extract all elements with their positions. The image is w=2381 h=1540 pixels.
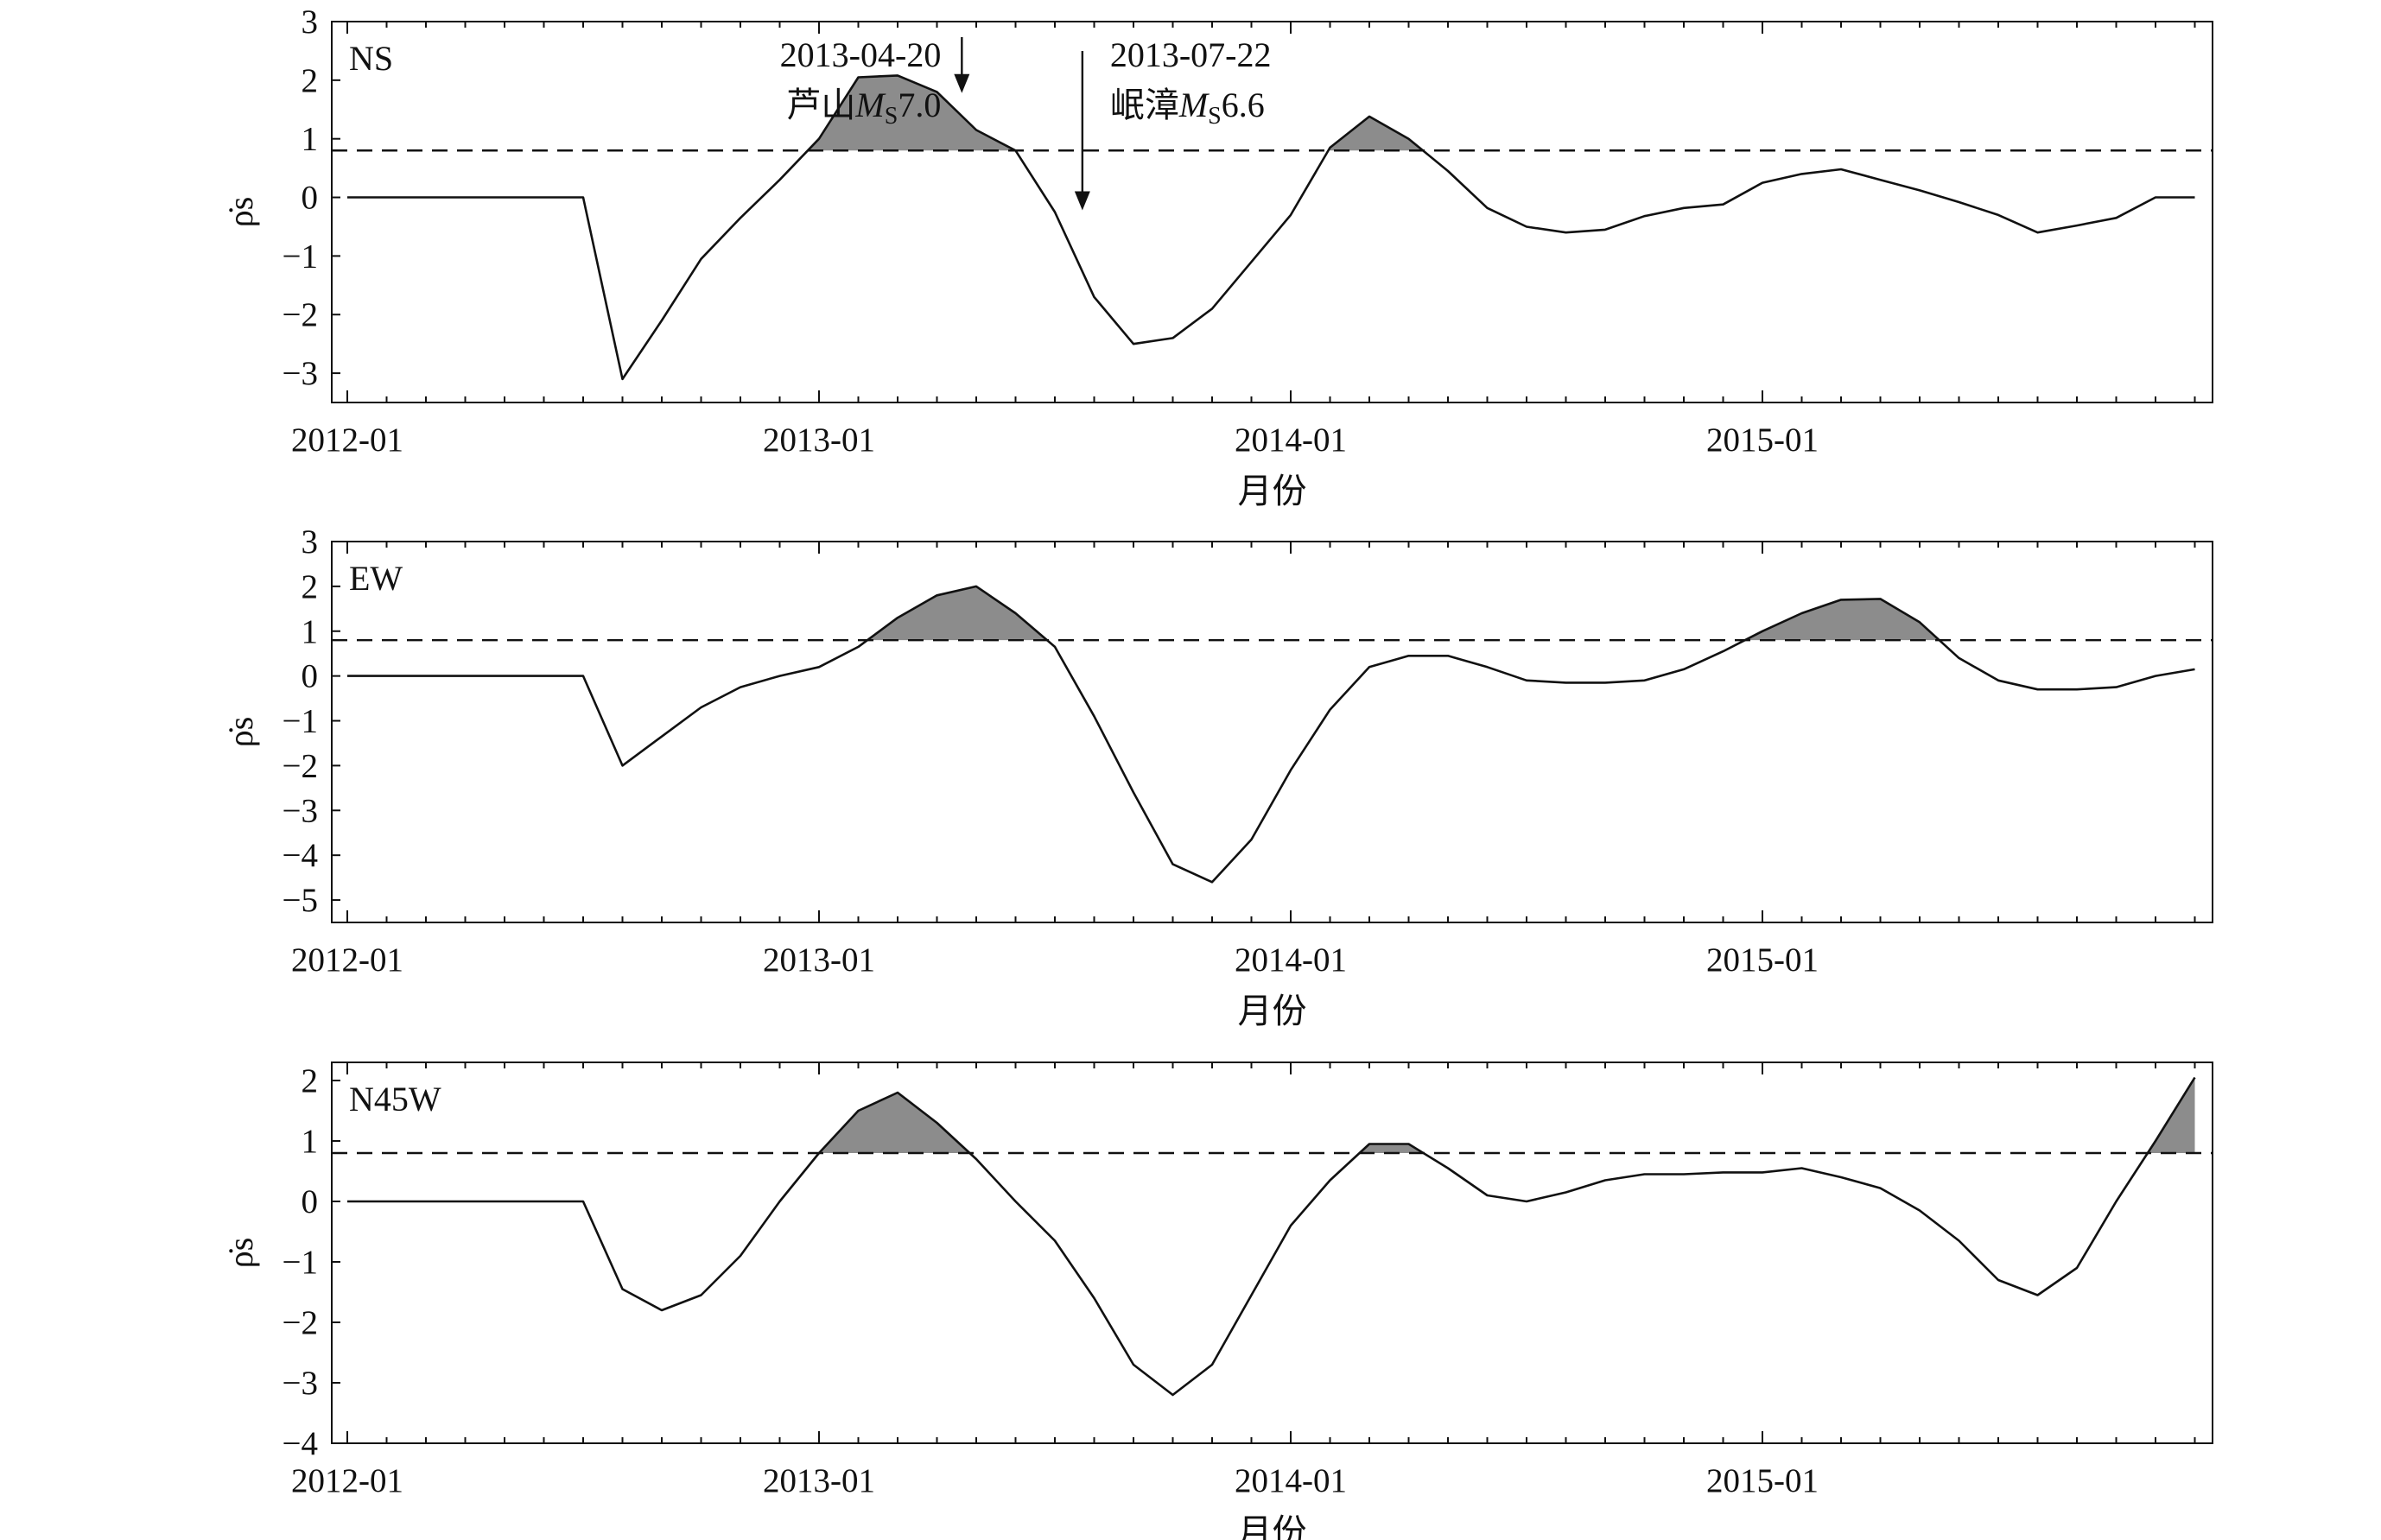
fill-above-threshold [1359, 1144, 1424, 1153]
y-tick-label: 0 [302, 180, 319, 217]
fill-above-threshold [808, 75, 1016, 151]
annotation-event: 芦山MS7.0 [786, 86, 941, 130]
y-tick-label: 0 [302, 658, 319, 695]
magnitude-value: 6.6 [1222, 86, 1265, 124]
x-tick-label: 2013-01 [763, 421, 875, 459]
x-tick-label: 2012-01 [291, 941, 403, 979]
fill-above-threshold [1744, 599, 1940, 641]
fill-above-threshold [867, 586, 1047, 641]
magnitude-subscript: S [1208, 103, 1222, 130]
y-tick-label: −4 [283, 1425, 319, 1462]
arrowhead-icon [954, 73, 970, 93]
y-tick-label: 3 [302, 3, 319, 41]
y-tick-label: 1 [302, 121, 319, 158]
y-tick-label: −2 [283, 296, 319, 333]
y-axis-title: ρ̇s [221, 717, 260, 748]
x-axis-title: 月份 [1238, 992, 1307, 1031]
x-axis-title: 月份 [1238, 1512, 1307, 1540]
panel-label: NS [349, 39, 393, 78]
y-axis-title: ρ̇s [221, 1238, 260, 1269]
magnitude-symbol: M [1178, 86, 1210, 124]
fill-above-threshold [2147, 1077, 2195, 1153]
earthquake-annotation: 2013-04-20 芦山MS7.0 [780, 35, 970, 130]
y-tick-label: 2 [302, 568, 319, 605]
x-axis-title: 月份 [1238, 472, 1307, 511]
y-tick-label: 2 [302, 62, 319, 99]
series-line [347, 585, 2195, 884]
y-tick-label: −1 [283, 1244, 319, 1281]
y-tick-label: −3 [283, 792, 319, 829]
y-tick-label: −1 [283, 238, 319, 275]
x-tick-label: 2013-01 [763, 941, 875, 979]
y-tick-label: −1 [283, 703, 319, 740]
series-line [347, 74, 2195, 381]
y-tick-label: −3 [283, 355, 319, 392]
annotation-date: 2013-07-22 [1110, 35, 1272, 74]
series-line [347, 1076, 2196, 1397]
y-tick-label: 1 [302, 1123, 319, 1160]
y-tick-label: −2 [283, 1304, 319, 1341]
annotation-place: 芦山 [786, 86, 855, 124]
annotation-date: 2013-04-20 [780, 35, 942, 74]
annotation-event: 岷漳MS6.6 [1110, 86, 1265, 130]
panel-ns: −3 −2 −1 0 1 2 3 2012-01 2013-01 2014-01 2015-01 月份… [221, 3, 2213, 511]
magnitude-subscript: S [885, 103, 898, 130]
x-tick-label: 2014-01 [1235, 941, 1347, 979]
panel-n45w: −4 −3 −2 −1 0 1 2 2012-01 2013-01 2014-01 2015-01 月… [221, 1062, 2213, 1540]
x-tick-label: 2015-01 [1706, 1462, 1819, 1499]
arrowhead-icon [1074, 191, 1090, 211]
y-tick-label: −3 [283, 1365, 319, 1402]
x-tick-label: 2014-01 [1235, 421, 1347, 459]
fill-above-threshold [819, 1093, 970, 1153]
x-tick-label: 2012-01 [291, 1462, 403, 1499]
panel-label: N45W [349, 1080, 441, 1119]
x-tick-label: 2012-01 [291, 421, 403, 459]
x-tick-label: 2014-01 [1235, 1462, 1347, 1499]
earthquake-annotation: 2013-07-22 岷漳MS6.6 [1074, 35, 1272, 211]
magnitude-symbol: M [854, 86, 886, 124]
y-tick-label: 1 [302, 613, 319, 650]
y-tick-label: −4 [283, 837, 319, 874]
plot-frame [331, 21, 2213, 403]
y-tick-label: 2 [302, 1062, 319, 1100]
y-axis-title: ρ̇s [221, 197, 260, 228]
panel-label: EW [349, 559, 403, 598]
magnitude-value: 7.0 [898, 86, 941, 124]
annotation-place: 岷漳 [1110, 86, 1179, 124]
fill-above-threshold [1328, 116, 1423, 151]
y-tick-label: −2 [283, 747, 319, 784]
y-tick-label: 3 [302, 523, 319, 561]
y-tick-label: −5 [283, 882, 319, 919]
x-tick-label: 2015-01 [1706, 941, 1819, 979]
plot-frame [331, 1062, 2213, 1444]
plot-frame [331, 541, 2213, 923]
x-tick-label: 2013-01 [763, 1462, 875, 1499]
y-tick-label: 0 [302, 1183, 319, 1220]
panel-ew: −5 −4 −3 −2 −1 0 1 2 3 2012-01 2013-01 2014-01 2015-… [221, 523, 2213, 1031]
x-tick-label: 2015-01 [1706, 421, 1819, 459]
